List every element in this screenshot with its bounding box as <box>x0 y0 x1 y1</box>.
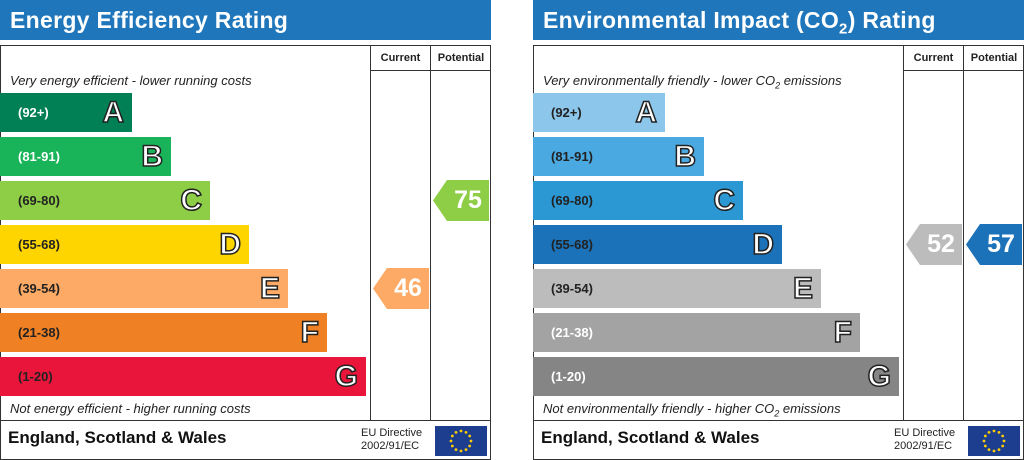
footer-region: England, Scotland & Wales <box>8 428 227 447</box>
chart-title: Environmental Impact (CO2) Rating <box>533 0 1024 40</box>
band-range-label: (69-80) <box>551 193 593 208</box>
column-divider <box>430 45 431 420</box>
band-f: (21-38) F <box>0 313 327 352</box>
footer-divider <box>533 420 1024 421</box>
footer-region: England, Scotland & Wales <box>541 428 760 447</box>
band-range-label: (1-20) <box>551 369 586 384</box>
band-b: (81-91) B <box>533 137 704 176</box>
band-a: (92+) A <box>533 93 665 132</box>
band-range-label: (39-54) <box>18 281 60 296</box>
band-letter: F <box>300 315 320 350</box>
directive-line1: EU Directive <box>894 427 956 439</box>
band-range-label: (21-38) <box>18 325 60 340</box>
column-divider <box>903 45 904 420</box>
band-range-label: (81-91) <box>18 149 60 164</box>
header-divider <box>370 70 491 71</box>
current-rating-value: 46 <box>394 274 422 302</box>
chart-title: Energy Efficiency Rating <box>0 0 491 40</box>
band-letter: B <box>141 139 164 174</box>
current-rating-marker: 46 <box>373 268 429 309</box>
top-note: Very energy efficient - lower running co… <box>10 73 252 88</box>
band-letter: E <box>792 271 814 306</box>
column-divider <box>370 45 371 420</box>
potential-rating-value: 75 <box>454 186 482 214</box>
band-c: (69-80) C <box>533 181 743 220</box>
band-letter: B <box>674 139 697 174</box>
eu-directive-label: EU Directive 2002/91/EC <box>361 427 422 453</box>
band-range-label: (55-68) <box>18 237 60 252</box>
band-f: (21-38) F <box>533 313 860 352</box>
band-letter: A <box>102 95 125 130</box>
eu-flag-icon <box>968 426 1020 456</box>
directive-line2: 2002/91/EC <box>361 440 420 452</box>
current-column-header: Current <box>380 52 421 64</box>
band-g: (1-20) G <box>533 357 899 396</box>
directive-line2: 2002/91/EC <box>894 440 953 452</box>
band-range-label: (92+) <box>18 105 49 120</box>
eu-flag-icon <box>435 426 487 456</box>
footer-divider <box>0 420 491 421</box>
environmental-impact-panel: Environmental Impact (CO2) Rating Curren… <box>533 0 1024 460</box>
band-letter: E <box>259 271 281 306</box>
band-letter: G <box>867 359 892 394</box>
band-g: (1-20) G <box>0 357 366 396</box>
potential-rating-marker: 75 <box>433 180 489 221</box>
band-letter: C <box>180 183 203 218</box>
band-range-label: (69-80) <box>18 193 60 208</box>
band-letter: C <box>713 183 736 218</box>
band-range-label: (1-20) <box>18 369 53 384</box>
potential-rating-marker: 57 <box>966 224 1022 265</box>
band-range-label: (21-38) <box>551 325 593 340</box>
header-divider <box>903 70 1024 71</box>
band-range-label: (92+) <box>551 105 582 120</box>
top-note: Very environmentally friendly - lower CO… <box>543 73 842 91</box>
current-column-header: Current <box>913 52 954 64</box>
band-range-label: (39-54) <box>551 281 593 296</box>
potential-rating-value: 57 <box>987 230 1015 258</box>
band-d: (55-68) D <box>0 225 249 264</box>
eu-directive-label: EU Directive 2002/91/EC <box>894 427 955 453</box>
band-letter: G <box>334 359 359 394</box>
band-range-label: (81-91) <box>551 149 593 164</box>
band-letter: D <box>219 227 242 262</box>
band-range-label: (55-68) <box>551 237 593 252</box>
band-letter: F <box>833 315 853 350</box>
bottom-note: Not energy efficient - higher running co… <box>10 401 251 416</box>
band-c: (69-80) C <box>0 181 210 220</box>
column-divider <box>963 45 964 420</box>
band-letter: A <box>635 95 658 130</box>
band-letter: D <box>752 227 775 262</box>
current-rating-value: 52 <box>927 230 955 258</box>
energy-efficiency-panel: Energy Efficiency Rating Current Potenti… <box>0 0 491 460</box>
band-b: (81-91) B <box>0 137 171 176</box>
band-e: (39-54) E <box>0 269 288 308</box>
potential-column-header: Potential <box>970 52 1018 64</box>
current-rating-marker: 52 <box>906 224 962 265</box>
band-e: (39-54) E <box>533 269 821 308</box>
potential-column-header: Potential <box>437 52 485 64</box>
band-d: (55-68) D <box>533 225 782 264</box>
directive-line1: EU Directive <box>361 427 423 439</box>
bottom-note: Not environmentally friendly - higher CO… <box>543 401 841 419</box>
band-a: (92+) A <box>0 93 132 132</box>
